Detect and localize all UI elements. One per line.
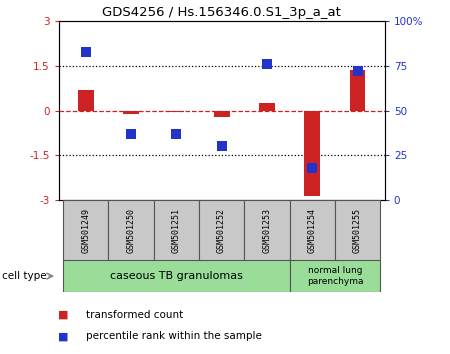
Text: GSM501255: GSM501255 bbox=[353, 207, 362, 253]
Text: GSM501253: GSM501253 bbox=[262, 207, 271, 253]
Point bbox=[309, 165, 316, 171]
Text: GSM501254: GSM501254 bbox=[308, 207, 317, 253]
Text: GSM501250: GSM501250 bbox=[126, 207, 135, 253]
Bar bbox=[214, 110, 230, 116]
Bar bbox=[63, 260, 290, 292]
Bar bbox=[304, 110, 320, 195]
Text: ■: ■ bbox=[58, 310, 68, 320]
Text: cell type: cell type bbox=[2, 271, 47, 281]
Bar bbox=[335, 200, 380, 260]
Text: GSM501251: GSM501251 bbox=[172, 207, 181, 253]
Bar bbox=[63, 200, 108, 260]
Text: transformed count: transformed count bbox=[86, 310, 183, 320]
Point bbox=[354, 68, 361, 74]
Bar bbox=[244, 200, 290, 260]
Bar bbox=[259, 103, 275, 110]
Bar bbox=[290, 200, 335, 260]
Text: caseous TB granulomas: caseous TB granulomas bbox=[110, 271, 243, 281]
Point bbox=[218, 144, 225, 149]
Bar bbox=[78, 90, 94, 110]
Text: percentile rank within the sample: percentile rank within the sample bbox=[86, 331, 261, 341]
Text: ■: ■ bbox=[58, 331, 68, 341]
Text: normal lung
parenchyma: normal lung parenchyma bbox=[306, 267, 363, 286]
Title: GDS4256 / Hs.156346.0.S1_3p_a_at: GDS4256 / Hs.156346.0.S1_3p_a_at bbox=[102, 6, 341, 19]
Bar bbox=[350, 70, 365, 110]
Bar bbox=[108, 200, 153, 260]
Point bbox=[82, 49, 89, 55]
Bar bbox=[199, 200, 244, 260]
Bar bbox=[153, 200, 199, 260]
Text: GSM501249: GSM501249 bbox=[81, 207, 90, 253]
Text: GSM501252: GSM501252 bbox=[217, 207, 226, 253]
Bar bbox=[290, 260, 380, 292]
Point bbox=[127, 131, 135, 137]
Bar bbox=[168, 110, 184, 112]
Point bbox=[263, 61, 270, 67]
Bar bbox=[123, 110, 139, 114]
Point bbox=[173, 131, 180, 137]
